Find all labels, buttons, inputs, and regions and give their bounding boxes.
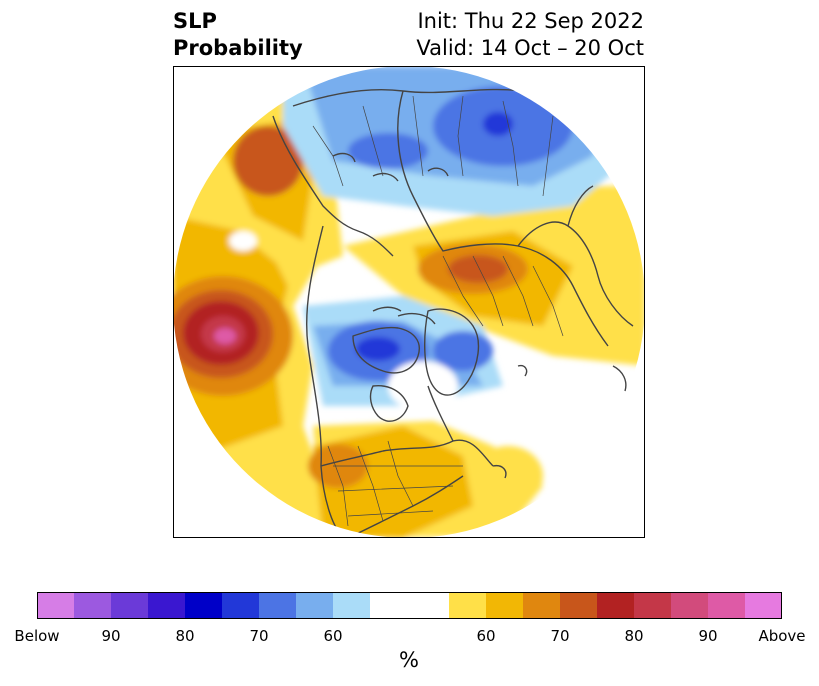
- colorbar-segment-above-9: [745, 592, 782, 619]
- hudson-bay: [369, 384, 409, 422]
- colorbar-tick-7: 70: [550, 627, 570, 645]
- colorbar-segment-below-5: [185, 592, 223, 619]
- colorbar-segment-above-4: [560, 592, 598, 619]
- map-frame: [173, 66, 645, 538]
- colorbar-segment-below-8: [296, 592, 334, 619]
- colorbar-segment-above-5: [597, 592, 635, 619]
- siberian-islands: [332, 152, 449, 182]
- colorbar-tick-4: 70: [249, 627, 269, 645]
- alaska-coast: [272, 115, 394, 257]
- colorbar-tick-9: 90: [698, 627, 718, 645]
- atlantic-islands: [492, 364, 627, 479]
- valid-range: Valid: 14 Oct – 20 Oct: [416, 36, 644, 60]
- country-borders: [312, 95, 564, 527]
- colorbar-segment-above-6: [634, 592, 672, 619]
- scandinavia-europe: [517, 185, 634, 327]
- siberia-below-peak: [483, 112, 513, 136]
- colorbar: [37, 592, 782, 619]
- arctic-below-peak: [356, 337, 400, 361]
- title-line-probability: Probability: [173, 36, 303, 60]
- map-disc: [173, 66, 645, 538]
- init-date: Init: Thu 22 Sep 2022: [417, 9, 644, 33]
- northwest-above-max: [233, 126, 303, 196]
- colorbar-segment-below-2: [74, 592, 112, 619]
- colorbar-tick-3: 80: [175, 627, 195, 645]
- probability-anomalies: [173, 66, 645, 538]
- colorbar-segment-below-7: [259, 592, 297, 619]
- pacific-above-max-top: [214, 328, 236, 344]
- colorbar-segment-above-8: [708, 592, 746, 619]
- colorbar-segment-neutral: [370, 592, 449, 619]
- colorbar-segment-below-6: [222, 592, 260, 619]
- atlantic-above-blob: [473, 446, 543, 506]
- greenland-coast: [424, 308, 480, 396]
- colorbar-tick-10: Above: [758, 627, 806, 645]
- eurasia-above-peak: [448, 255, 508, 283]
- colorbar-segment-above-2: [486, 592, 524, 619]
- siberia-below-west: [348, 133, 428, 169]
- probability-map: [173, 66, 645, 538]
- chart-title: SLP Probability: [173, 8, 303, 62]
- colorbar-segment-below-3: [111, 592, 149, 619]
- colorbar-tick-5: 60: [323, 627, 343, 645]
- colorbar-tick-1: Below: [14, 627, 60, 645]
- forecast-dates: Init: Thu 22 Sep 2022 Valid: 14 Oct – 20…: [416, 8, 644, 62]
- neutral-gap-pacific: [229, 231, 257, 251]
- title-line-slp: SLP: [173, 9, 217, 33]
- colorbar-segment-above-7: [671, 592, 709, 619]
- colorbar-tick-6: 60: [476, 627, 496, 645]
- colorbar-tick-2: 90: [101, 627, 121, 645]
- colorbar-frame: [37, 592, 782, 619]
- arctic-below-east: [433, 331, 493, 371]
- colorbar-unit: %: [399, 648, 419, 672]
- colorbar-segment-above-3: [523, 592, 561, 619]
- colorbar-segment-below-4: [148, 592, 186, 619]
- colorbar-tick-8: 80: [624, 627, 644, 645]
- north-america-coast: [305, 225, 494, 538]
- neutral-gap-northpole: [388, 361, 458, 411]
- canada-arctic-islands: [352, 306, 436, 374]
- colorbar-segment-above-1: [449, 592, 487, 619]
- colorbar-segment-below-9: [333, 592, 371, 619]
- colorbar-segment-below-1: [37, 592, 75, 619]
